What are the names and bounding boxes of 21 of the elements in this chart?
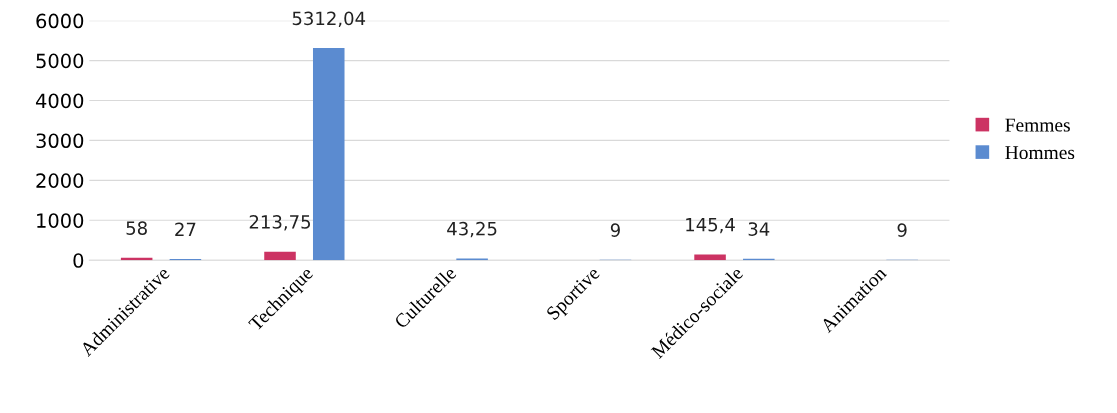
y-tick-label: 4000 [35,93,84,109]
data-label: 213,75 [249,215,311,231]
data-label: 58 [126,221,147,235]
data-label: 145,4 [686,218,735,234]
data-label: 9 [610,223,620,237]
bar [264,251,296,261]
data-label: 27 [175,222,196,236]
data-label: 9 [897,223,907,237]
bar [694,254,726,261]
legend-label: Femmes [1005,118,1070,132]
data-label: 43,25 [447,221,497,238]
y-tick-label: 3000 [36,133,84,149]
y-tick-label: 1000 [37,213,84,228]
legend-label: Hommes [1005,146,1075,160]
data-label: 34 [748,222,770,236]
y-tick-label: 2000 [36,173,84,189]
y-tick-label: 0 [73,253,84,268]
bar [312,48,345,261]
y-tick-label: 6000 [36,13,84,29]
y-tick-label: 5000 [36,53,84,69]
data-label: 5312,04 [292,11,366,28]
